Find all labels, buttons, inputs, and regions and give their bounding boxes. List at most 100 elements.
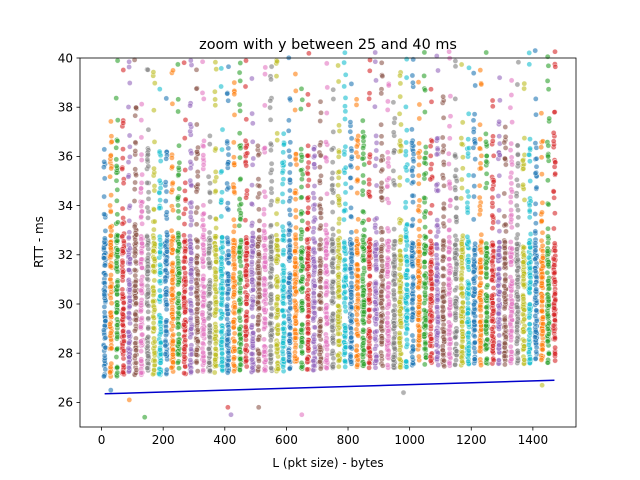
data-point [213, 274, 218, 279]
data-point [213, 252, 218, 257]
data-point [416, 80, 421, 85]
data-point [330, 269, 335, 274]
data-point [403, 104, 408, 109]
data-point [410, 282, 415, 287]
data-point [269, 284, 274, 289]
data-point [232, 161, 237, 166]
data-point [139, 358, 144, 363]
data-point [108, 225, 113, 230]
data-point [349, 185, 354, 190]
data-point [323, 263, 328, 268]
data-point [101, 256, 106, 261]
data-point [287, 238, 292, 243]
data-point [158, 158, 163, 163]
data-point [428, 238, 433, 243]
data-point [176, 261, 181, 266]
data-point [134, 173, 139, 178]
data-point [288, 140, 293, 145]
data-point [183, 248, 188, 253]
data-point [330, 279, 335, 284]
data-point [403, 205, 408, 210]
data-point [213, 216, 218, 221]
data-point [341, 217, 346, 222]
data-point [305, 367, 310, 372]
data-point [189, 326, 194, 331]
data-point [380, 363, 385, 368]
data-point [177, 241, 182, 246]
data-point [391, 130, 396, 135]
data-point [232, 189, 237, 194]
data-point [335, 313, 340, 318]
data-point [163, 329, 168, 334]
data-point [226, 64, 231, 69]
data-point [250, 314, 255, 319]
data-point [146, 196, 151, 201]
data-point [219, 147, 224, 152]
data-point [140, 172, 145, 177]
data-point [138, 324, 143, 329]
data-point [176, 298, 181, 303]
data-point [300, 301, 305, 306]
data-point [398, 122, 403, 127]
data-point [281, 295, 286, 300]
data-point [360, 276, 365, 281]
data-point [311, 147, 316, 152]
data-point [311, 291, 316, 296]
data-point [237, 245, 242, 250]
data-point [195, 205, 200, 210]
data-point [238, 278, 243, 283]
data-point [188, 291, 193, 296]
data-point [250, 303, 255, 308]
data-point [422, 362, 427, 367]
data-point [286, 148, 291, 153]
data-point [379, 353, 384, 358]
data-point [318, 366, 323, 371]
data-point [409, 223, 414, 228]
data-point [397, 330, 402, 335]
data-point [249, 351, 254, 356]
data-point [127, 59, 132, 64]
data-point [207, 261, 212, 266]
data-point [373, 163, 378, 168]
data-point [360, 317, 365, 322]
data-point [440, 309, 445, 314]
data-point [286, 280, 291, 285]
data-point [410, 73, 415, 78]
data-point [139, 209, 144, 214]
data-point [435, 305, 440, 310]
data-point [318, 279, 323, 284]
data-point [182, 60, 187, 65]
data-point [195, 301, 200, 306]
data-point [360, 220, 365, 225]
data-point [312, 183, 317, 188]
data-point [324, 305, 329, 310]
data-point [360, 188, 365, 193]
data-point [256, 337, 261, 342]
data-point [183, 180, 188, 185]
data-point [183, 279, 188, 284]
data-point [120, 156, 125, 161]
data-point [343, 165, 348, 170]
data-point [243, 138, 248, 143]
data-point [312, 153, 317, 158]
data-point [268, 235, 273, 240]
data-point [373, 253, 378, 258]
data-point [299, 256, 304, 261]
data-point [330, 170, 335, 175]
data-point [213, 294, 218, 299]
data-point [115, 335, 120, 340]
data-point [139, 152, 144, 157]
data-point [170, 164, 175, 169]
data-point [286, 128, 291, 133]
data-point [356, 217, 361, 222]
data-point [133, 167, 138, 172]
data-point [354, 238, 359, 243]
data-point [146, 334, 151, 339]
data-point [120, 274, 125, 279]
data-point [170, 101, 175, 106]
data-point [188, 214, 193, 219]
data-point [152, 139, 157, 144]
data-point [133, 237, 138, 242]
data-point [207, 215, 212, 220]
data-point [146, 127, 151, 132]
